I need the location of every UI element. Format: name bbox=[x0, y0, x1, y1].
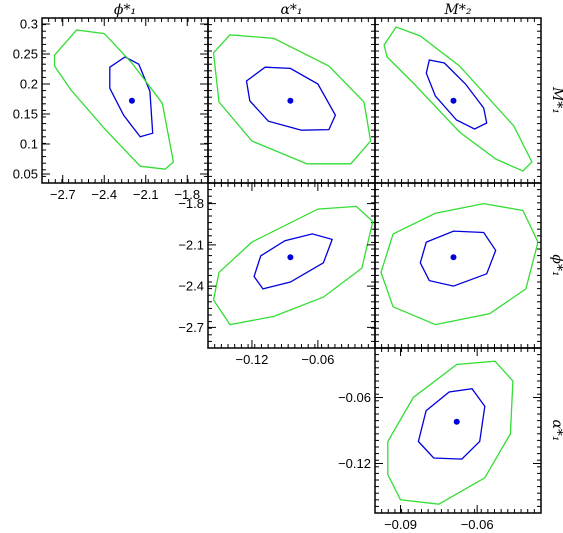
panel-frame-M1-M2 bbox=[374, 17, 542, 184]
row-label: α*₁ bbox=[549, 419, 563, 441]
contour-inner-M1-phi1 bbox=[109, 56, 154, 138]
best-fit-point-M1-phi1 bbox=[128, 97, 135, 104]
contour-outer-phi1-M2 bbox=[380, 202, 539, 326]
x-tick-label: −2.4 bbox=[91, 187, 117, 202]
best-fit-point-phi1-M2 bbox=[450, 254, 457, 261]
contour-outer-M1-phi1 bbox=[53, 29, 175, 170]
best-fit-point-M1-alpha1 bbox=[287, 97, 294, 104]
panel-frame-phi1-M2 bbox=[374, 182, 542, 349]
contour-outer-alpha1-M2 bbox=[387, 360, 514, 505]
y-tick-label: 0.1 bbox=[20, 137, 38, 152]
row-label: ϕ*₁ bbox=[549, 254, 563, 276]
column-label: α*₁ bbox=[280, 2, 302, 18]
contour-inner-M1-M2 bbox=[425, 59, 488, 130]
best-fit-point-alpha1-M2 bbox=[453, 418, 460, 425]
best-fit-point-M1-M2 bbox=[450, 97, 457, 104]
panel-frame-alpha1-M2 bbox=[374, 347, 542, 514]
contour-inner-phi1-M2 bbox=[419, 230, 497, 287]
contour-outer-M1-alpha1 bbox=[212, 34, 372, 165]
y-tick-label: 0.15 bbox=[13, 107, 38, 122]
y-tick-label: 0.05 bbox=[13, 167, 38, 182]
y-tick-label: −2.1 bbox=[178, 237, 204, 252]
panel-frame-M1-phi1 bbox=[41, 17, 209, 184]
y-tick-label: 0.3 bbox=[20, 17, 38, 32]
row-label: M*₁ bbox=[549, 86, 563, 114]
y-tick-label: −2.4 bbox=[178, 279, 204, 294]
contour-inner-M1-alpha1 bbox=[245, 66, 337, 131]
contour-inner-alpha1-M2 bbox=[417, 388, 486, 460]
y-tick-label: −1.8 bbox=[178, 196, 204, 211]
y-tick-label: −0.06 bbox=[338, 390, 371, 405]
x-tick-label: −0.06 bbox=[301, 352, 334, 367]
y-tick-label: 0.25 bbox=[13, 47, 38, 62]
y-tick-label: −2.7 bbox=[178, 320, 204, 335]
column-label: M*₂ bbox=[444, 2, 472, 18]
contour-outer-phi1-alpha1 bbox=[212, 205, 374, 326]
x-tick-label: −2.7 bbox=[50, 187, 76, 202]
contour-inner-phi1-alpha1 bbox=[253, 233, 334, 290]
x-tick-label: −1.8 bbox=[174, 187, 200, 202]
panel-frame-phi1-alpha1 bbox=[207, 182, 376, 349]
column-label: ϕ*₁ bbox=[114, 2, 136, 18]
best-fit-point-phi1-alpha1 bbox=[287, 254, 294, 261]
contour-outer-M1-M2 bbox=[383, 26, 533, 172]
x-tick-label: −2.1 bbox=[133, 187, 159, 202]
x-tick-label: −0.09 bbox=[384, 517, 417, 532]
x-tick-label: −0.06 bbox=[461, 517, 494, 532]
y-tick-label: −0.12 bbox=[338, 456, 371, 471]
y-tick-label: 0.2 bbox=[20, 77, 38, 92]
x-tick-label: −0.12 bbox=[235, 352, 268, 367]
